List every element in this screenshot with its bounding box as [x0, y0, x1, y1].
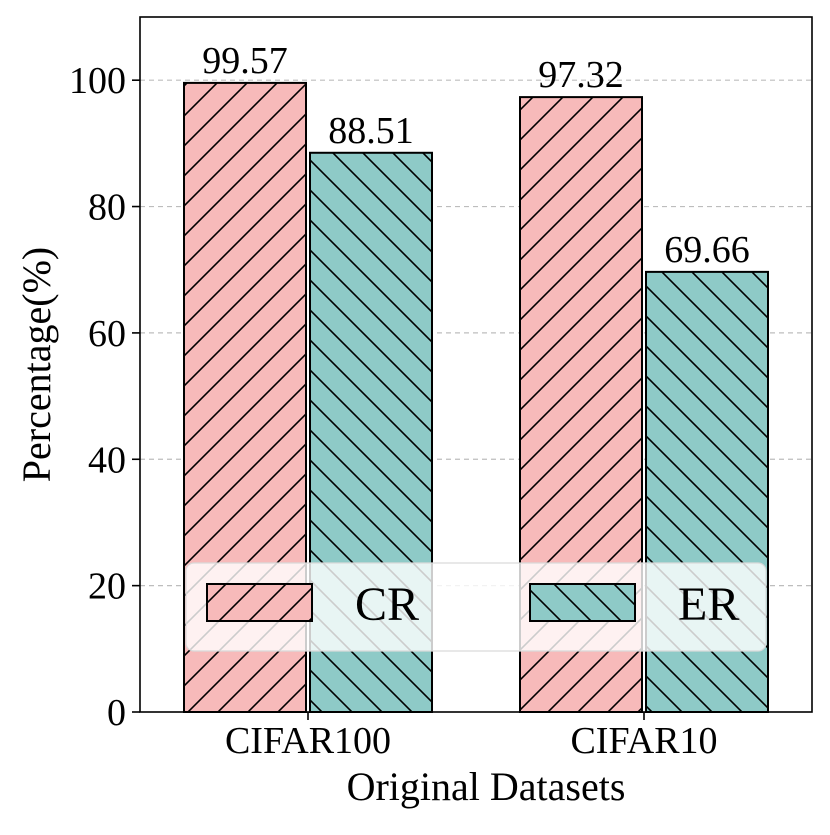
- legend-label: ER: [678, 578, 739, 631]
- legend-swatch-outline: [206, 583, 313, 622]
- x-axis: CIFAR100 CIFAR10: [225, 712, 718, 762]
- y-tick-label: 60: [88, 313, 126, 355]
- y-axis: 0 20 40 60 80 100: [69, 60, 140, 734]
- legend-swatch-hatch: [207, 584, 312, 621]
- y-tick-label: 100: [69, 60, 126, 102]
- x-tick-label: CIFAR10: [570, 720, 717, 762]
- legend: CR ER: [185, 562, 767, 652]
- plot-frame: [139, 16, 813, 713]
- legend-swatch-hatch: [530, 584, 635, 621]
- x-axis-title: Original Datasets: [347, 764, 626, 809]
- data-label: 69.66: [664, 229, 750, 271]
- y-tick-label: 0: [107, 692, 126, 734]
- y-tick-label: 40: [88, 439, 126, 481]
- legend-label: CR: [355, 578, 419, 631]
- y-tick-label: 20: [88, 566, 126, 608]
- data-label: 99.57: [202, 40, 288, 82]
- data-label: 88.51: [328, 110, 414, 152]
- data-labels: 99.57 88.51 97.32 69.66: [202, 40, 750, 271]
- legend-swatch-outline: [529, 583, 636, 622]
- x-tick-label: CIFAR100: [225, 720, 391, 762]
- y-tick-label: 80: [88, 187, 126, 229]
- y-axis-title: Percentage(%): [14, 247, 59, 482]
- data-label: 97.32: [538, 54, 624, 96]
